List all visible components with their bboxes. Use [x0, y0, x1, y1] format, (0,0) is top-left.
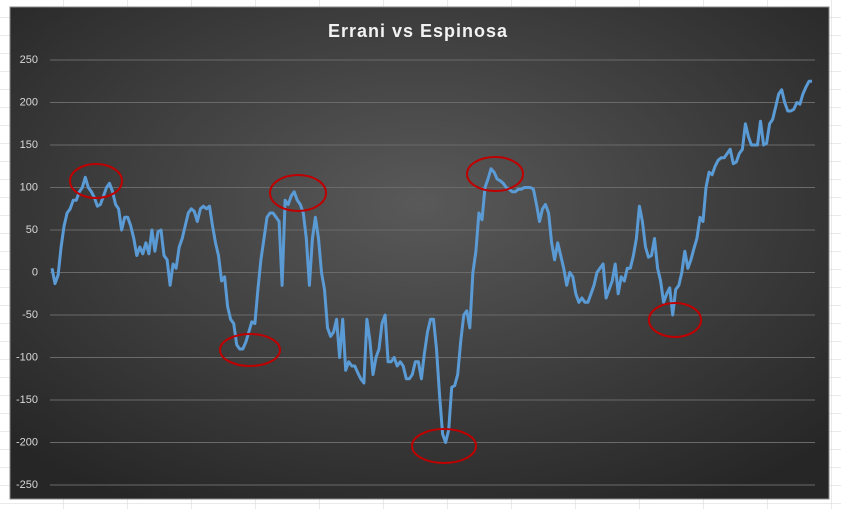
y-tick-label: 150: [20, 139, 38, 151]
annotations: [69, 156, 702, 464]
circle-annotation: [69, 163, 123, 199]
y-tick-label: 50: [26, 224, 38, 236]
circle-annotation: [648, 302, 702, 338]
y-tick-label: 200: [20, 96, 38, 108]
y-tick-label: -200: [16, 436, 38, 448]
y-tick-label: 0: [32, 266, 38, 278]
chart-title: Errani vs Espinosa: [328, 21, 508, 41]
y-tick-label: -250: [16, 479, 38, 491]
y-tick-label: -150: [16, 394, 38, 406]
circle-annotation: [411, 428, 477, 464]
y-tick-label: -50: [22, 309, 38, 321]
y-tick-label: -100: [16, 351, 38, 363]
data-line: [50, 79, 812, 444]
plot-area: 250 200 150 100 50 0 -50 -100 -150 -200 -250: [16, 54, 815, 491]
circle-annotation: [269, 174, 327, 212]
y-tick-label: 100: [20, 181, 38, 193]
circle-annotation: [466, 156, 524, 192]
circle-annotation: [219, 333, 281, 367]
y-tick-label: 250: [20, 54, 38, 66]
chart-area: [9, 6, 830, 500]
